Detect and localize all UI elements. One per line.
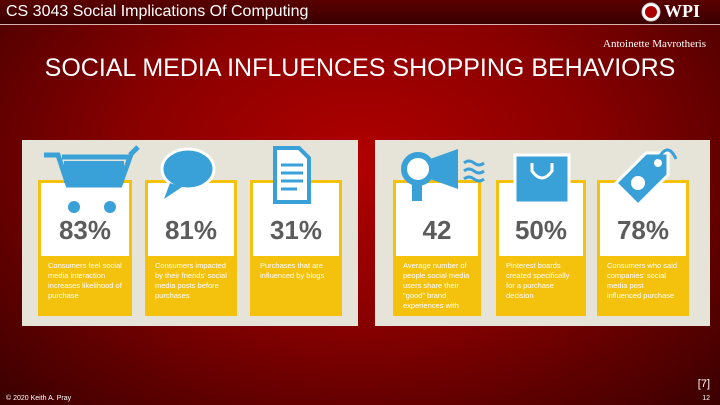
stat-description: Average number of people social media us… — [396, 256, 478, 313]
stat-card: 81% Consumers impacted by their friends' … — [145, 180, 237, 316]
course-title: CS 3043 Social Implications Of Computing — [6, 3, 309, 20]
stat-description: Consumers impacted by their friends' soc… — [148, 256, 234, 313]
bag-icon — [513, 153, 571, 205]
author: Antoinette Mavrotheris — [603, 38, 706, 50]
speech-icon — [160, 147, 216, 199]
page-number: 12 — [702, 395, 710, 402]
stat-value: 31% — [269, 215, 323, 245]
stat-description: Purchases that are influenced by blogs — [253, 256, 339, 313]
logo-text: WPI — [664, 1, 700, 21]
document-icon — [273, 146, 311, 204]
stat-card: 78% Consumers who said companies' social … — [597, 180, 689, 316]
slide-title: SOCIAL MEDIA INFLUENCES SHOPPING BEHAVIO… — [44, 54, 676, 82]
megaphone-icon — [401, 149, 485, 201]
stat-description: Consumers who said companies' social med… — [600, 256, 686, 313]
stat-value: 78% — [616, 215, 670, 245]
cart-icon — [44, 145, 140, 213]
tag-icon — [613, 148, 678, 208]
stat-value: 83% — [58, 215, 112, 245]
stat-value: 42 — [422, 215, 452, 245]
citation: [7] — [697, 378, 710, 390]
stat-description: Pinterest boards created specifically fo… — [499, 256, 583, 313]
logo-seal — [641, 2, 661, 22]
header-bar — [0, 0, 720, 25]
stat-description: Consumers feel social media interaction … — [41, 256, 129, 313]
copyright: © 2020 Keith A. Pray — [6, 395, 72, 402]
stat-card: 83% Consumers feel social media interacti… — [38, 180, 132, 316]
stat-value: 50% — [514, 215, 568, 245]
stat-card: 42 Average number of people social media … — [393, 180, 481, 316]
stat-value: 81% — [164, 215, 218, 245]
